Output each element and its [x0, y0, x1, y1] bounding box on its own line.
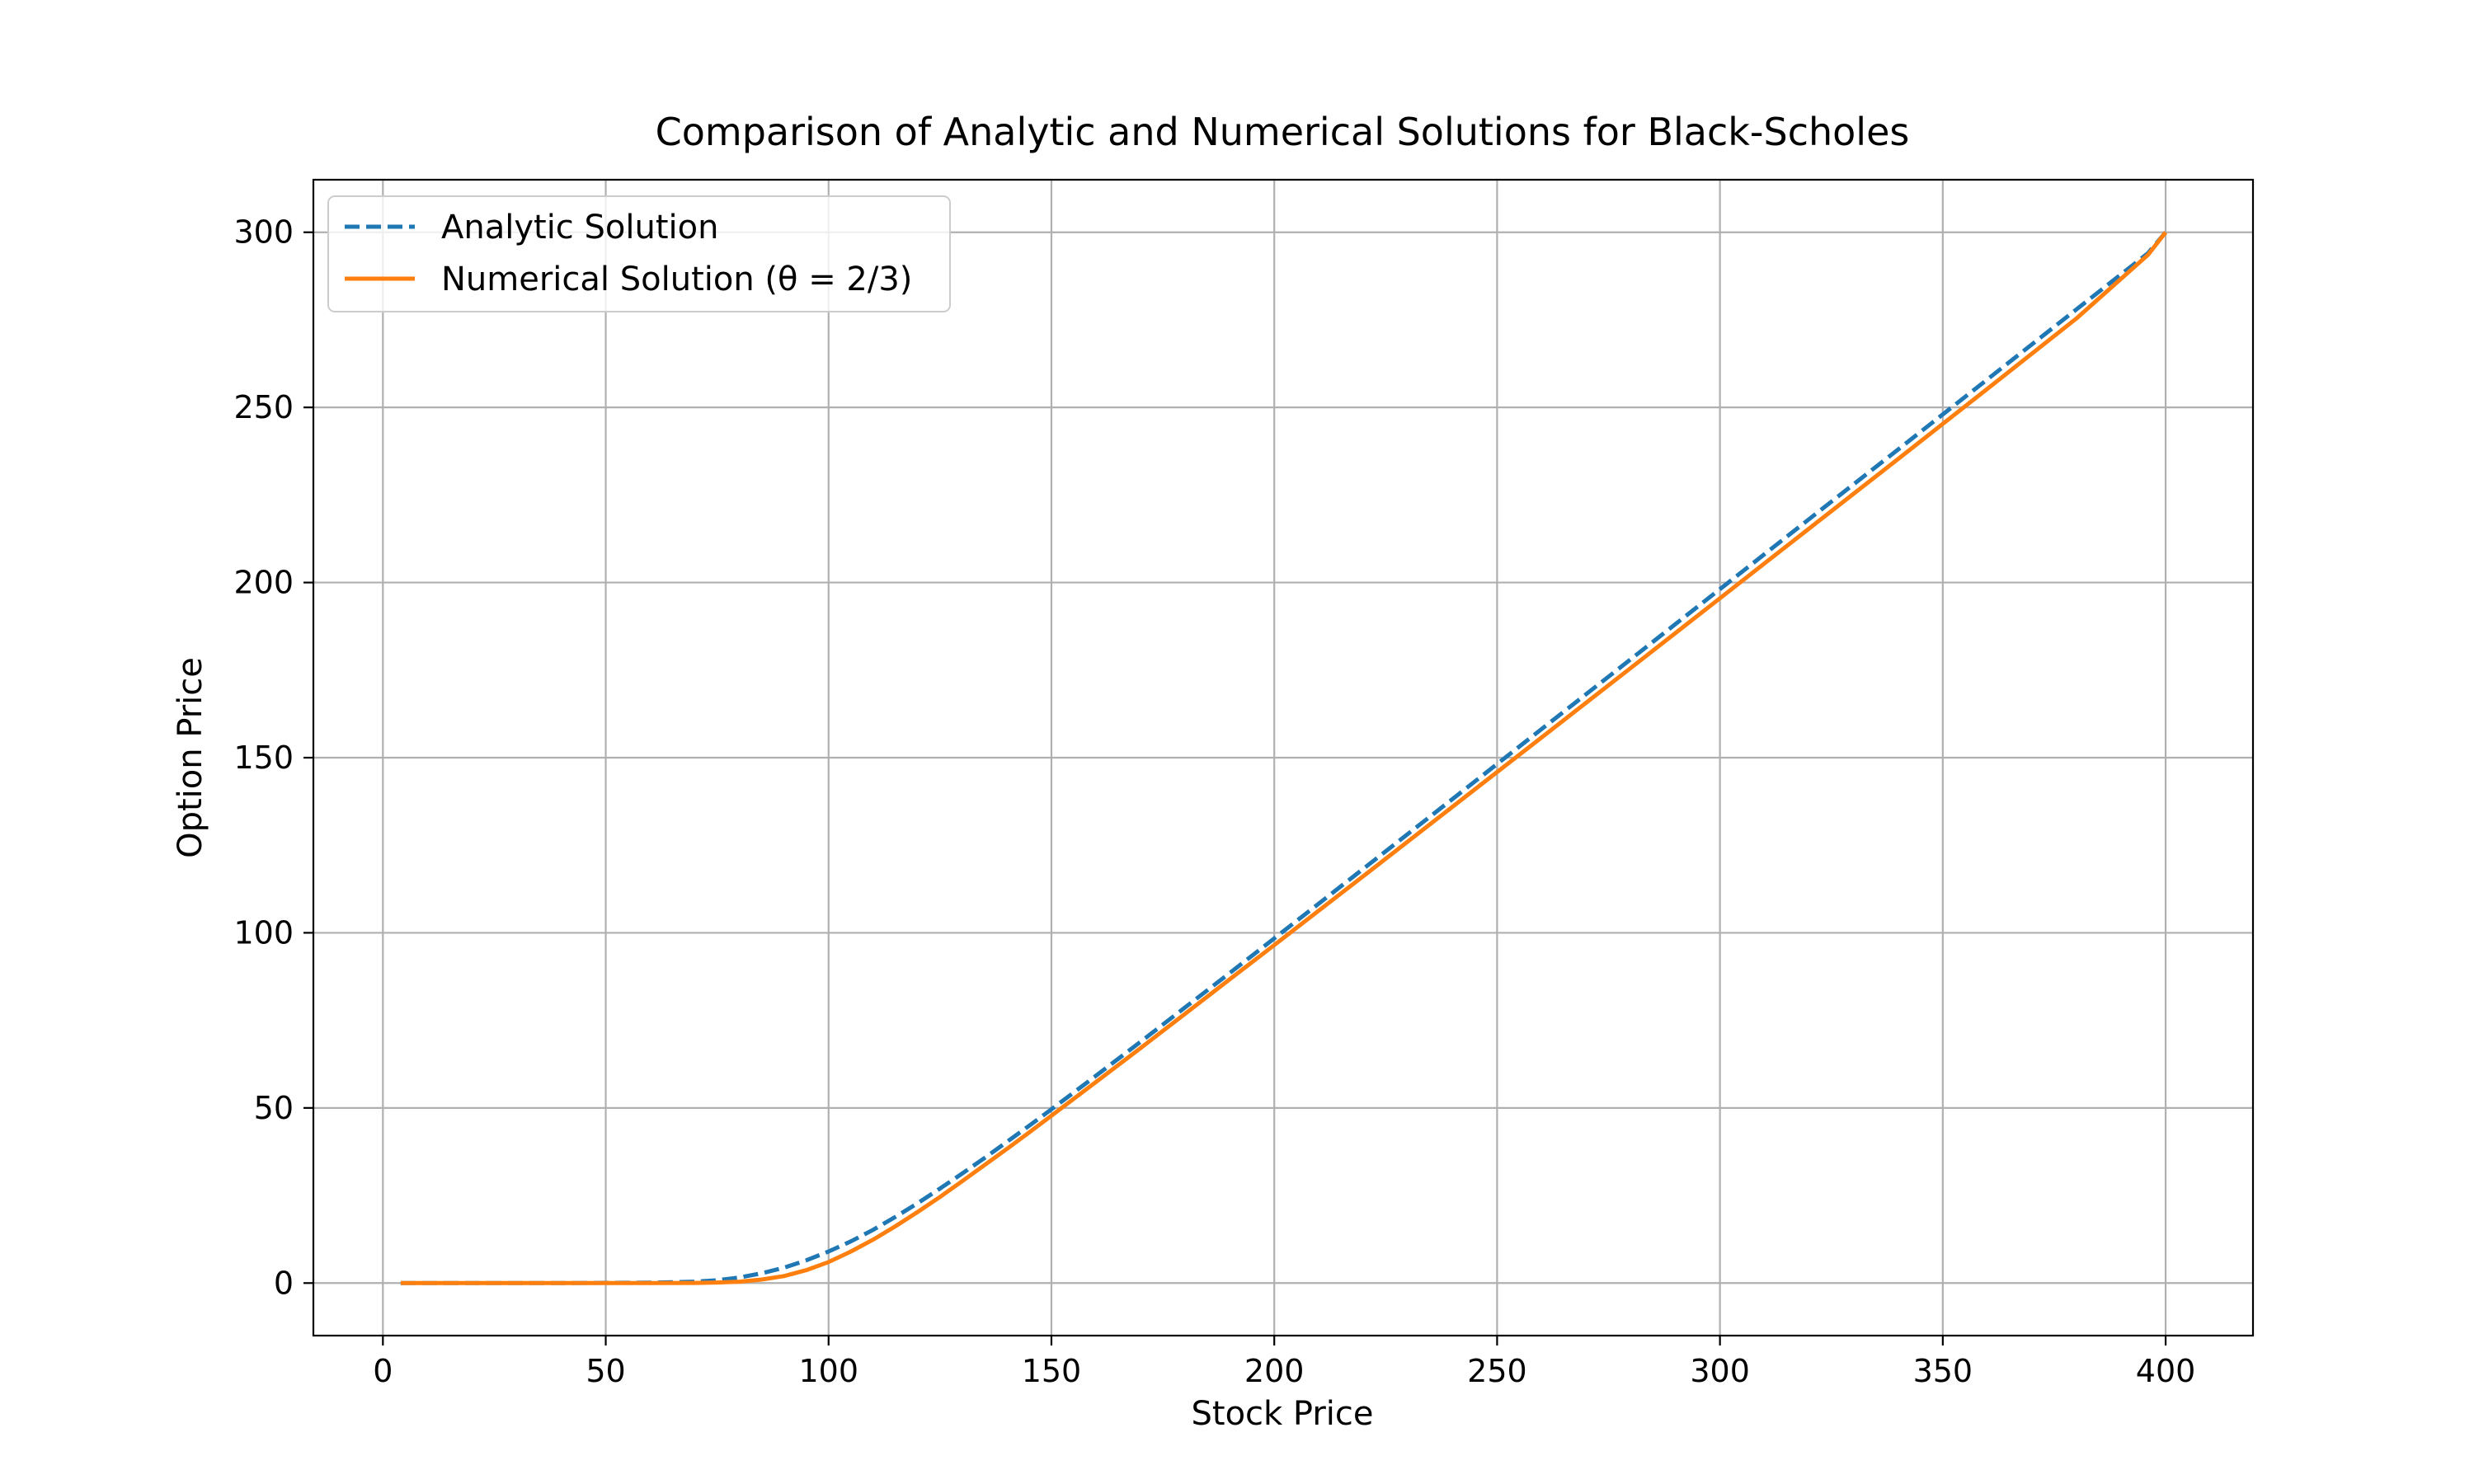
series-line-analytic — [400, 231, 2168, 1285]
x-axis-ticks: 0 50 100 150 200 250 300 350 400 — [373, 1336, 2195, 1389]
x-tick-label: 250 — [1467, 1353, 1527, 1389]
y-tick-label: 100 — [233, 914, 294, 951]
series-line-numerical — [400, 231, 2168, 1285]
x-tick-label: 350 — [1913, 1353, 1973, 1389]
y-axis-ticks: 0 50 100 150 200 250 300 — [233, 214, 313, 1301]
legend-label-numerical: Numerical Solution (θ = 2/3) — [441, 261, 912, 298]
x-tick-label: 300 — [1690, 1353, 1750, 1389]
y-axis-label: Option Price — [172, 657, 209, 858]
y-tick-label: 50 — [254, 1090, 294, 1126]
x-tick-label: 50 — [586, 1353, 625, 1389]
y-tick-label: 250 — [233, 389, 294, 425]
legend-label-analytic: Analytic Solution — [441, 209, 718, 247]
legend-box — [327, 195, 951, 312]
x-tick-label: 150 — [1022, 1353, 1082, 1389]
x-tick-label: 100 — [798, 1353, 858, 1389]
y-tick-label: 0 — [274, 1265, 294, 1301]
x-tick-label: 200 — [1244, 1353, 1305, 1389]
chart-title: Comparison of Analytic and Numerical Sol… — [656, 110, 1910, 154]
legend: Analytic Solution Numerical Solution (θ … — [327, 195, 951, 312]
y-tick-label: 150 — [233, 740, 294, 776]
series-layer — [400, 231, 2168, 1285]
x-axis-label: Stock Price — [1192, 1395, 1374, 1433]
grid — [313, 180, 2253, 1336]
y-tick-label: 200 — [233, 565, 294, 601]
x-tick-label: 400 — [2136, 1353, 2196, 1389]
y-tick-label: 300 — [233, 214, 294, 251]
x-tick-label: 0 — [373, 1353, 393, 1389]
